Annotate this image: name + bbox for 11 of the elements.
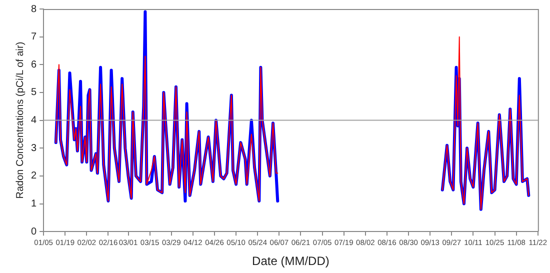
y-tick-label: 6 [31, 59, 37, 70]
y-tick-label: 4 [31, 115, 37, 126]
y-tick-label: 8 [31, 4, 37, 15]
y-tick-label: 7 [31, 32, 37, 43]
y-axis-title: Radon Concentrations (pCi/L of air) [14, 42, 26, 199]
y-tick-label: 2 [31, 170, 37, 182]
y-tick-label: 3 [31, 142, 37, 154]
y-tick-label: 5 [31, 87, 37, 98]
y-tick-label: 0 [31, 226, 37, 238]
y-tick-label: 1 [31, 198, 37, 210]
x-axis-title: Date (MM/DD) [252, 254, 330, 268]
